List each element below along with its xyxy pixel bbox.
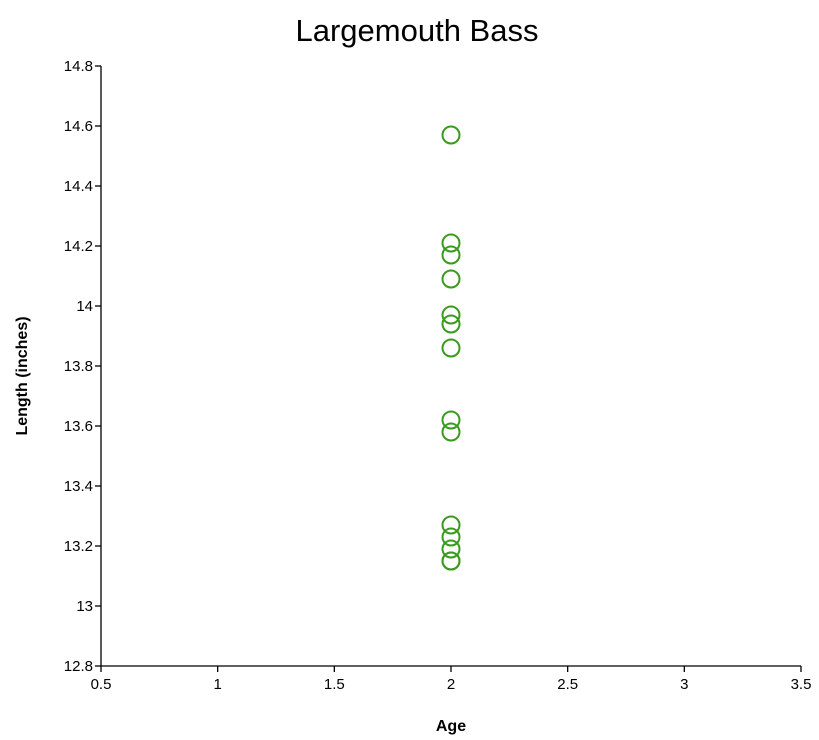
- y-tick-label: 13.8: [64, 358, 93, 375]
- chart-title: Largemouth Bass: [296, 13, 539, 48]
- x-tick-label: 2: [447, 676, 455, 693]
- x-tick-label: 1: [213, 676, 221, 693]
- x-tick-label: 3: [680, 676, 688, 693]
- data-point: [441, 269, 461, 289]
- y-tick-label: 14.4: [64, 178, 93, 195]
- y-tick-label: 14.6: [64, 118, 93, 135]
- y-tick-label: 14.8: [64, 58, 93, 75]
- data-points: [441, 125, 461, 571]
- x-tick-label: 2.5: [557, 676, 578, 693]
- y-axis: 12.8 13 13.2 13.4 13.6 13.8 14 14.2 14.4 14.6 14.8: [64, 58, 102, 675]
- y-tick-label: 13.4: [64, 478, 93, 495]
- x-axis-label: Age: [436, 718, 466, 735]
- x-tick-label: 1.5: [324, 676, 345, 693]
- y-tick-label: 13: [76, 598, 93, 615]
- data-point: [441, 314, 461, 334]
- data-point: [441, 338, 461, 358]
- data-point: [441, 551, 461, 571]
- y-tick-label: 12.8: [64, 658, 93, 675]
- data-point: [441, 245, 461, 265]
- data-point: [441, 539, 461, 559]
- data-point: [441, 305, 461, 325]
- y-axis-label: Length (inches): [14, 316, 31, 435]
- y-tick-label: 13.6: [64, 418, 93, 435]
- data-point: [441, 422, 461, 442]
- data-point: [441, 125, 461, 145]
- data-point: [441, 410, 461, 430]
- x-tick-label: 3.5: [791, 676, 812, 693]
- y-tick-label: 13.2: [64, 538, 93, 555]
- x-tick-label: 0.5: [91, 676, 112, 693]
- data-point: [441, 515, 461, 535]
- y-tick-label: 14.2: [64, 238, 93, 255]
- data-point: [441, 233, 461, 253]
- data-point: [441, 527, 461, 547]
- x-axis: 0.5 1 1.5 2 2.5 3 3.5: [91, 665, 812, 693]
- y-tick-label: 14: [76, 298, 93, 315]
